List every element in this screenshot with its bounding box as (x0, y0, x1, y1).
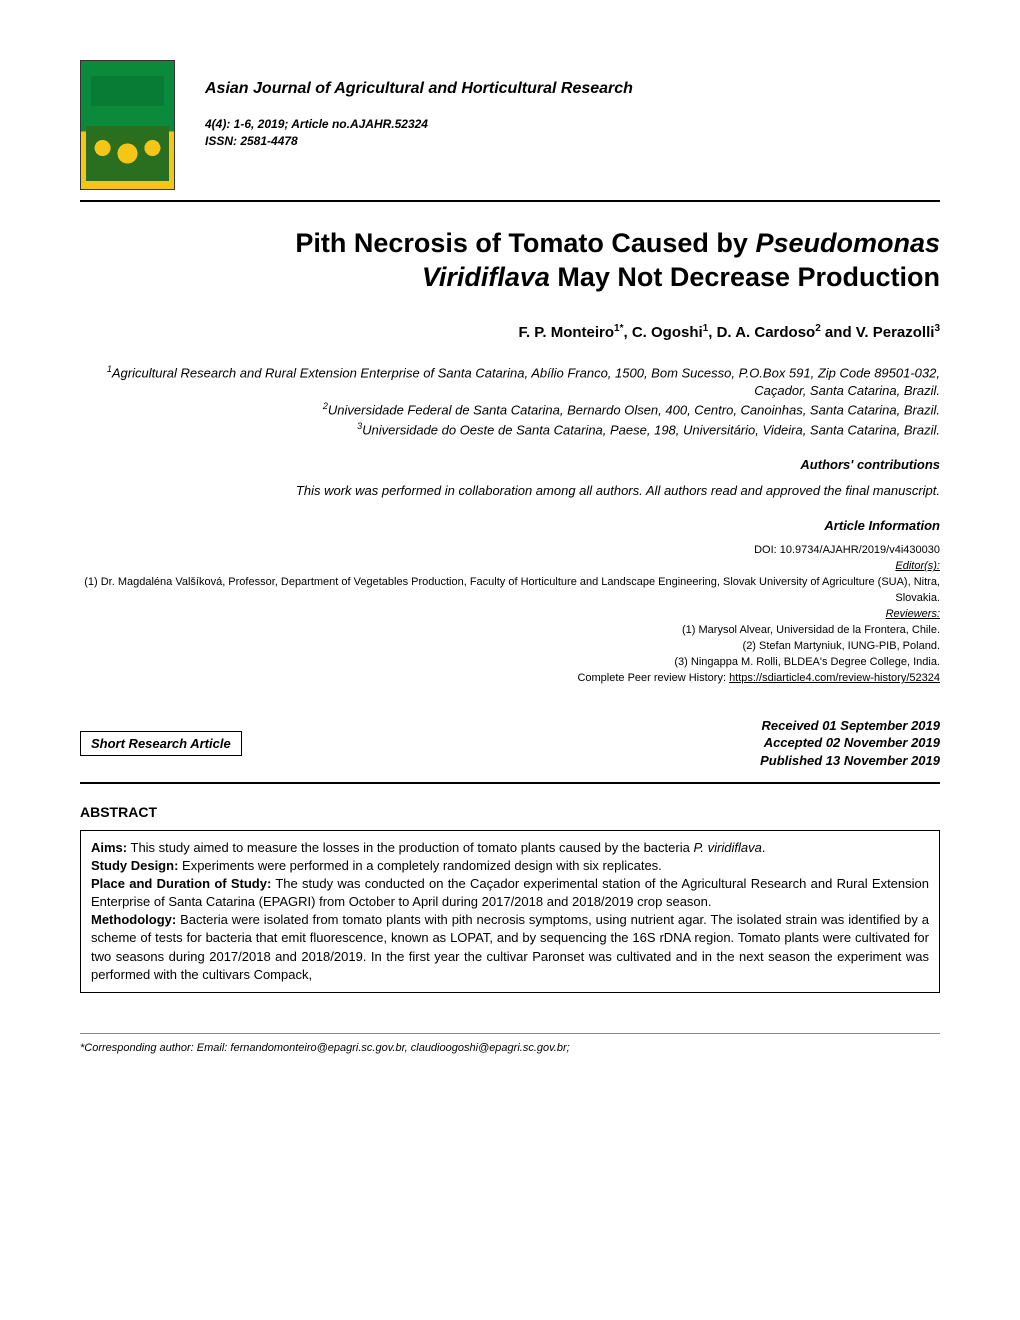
aff1: Agricultural Research and Rural Extensio… (112, 365, 940, 398)
journal-name: Asian Journal of Agricultural and Hortic… (205, 80, 633, 98)
article-title: Pith Necrosis of Tomato Caused by Pseudo… (80, 227, 940, 295)
title-species: Viridiflava (422, 262, 550, 292)
title-genus: Pseudomonas (755, 228, 940, 258)
doi: DOI: 10.9734/AJAHR/2019/v4i430030 (754, 544, 940, 556)
title-part1: Pith Necrosis of Tomato Caused by (295, 228, 755, 258)
aims-after: . (762, 840, 766, 855)
dates-block: Received 01 September 2019 Accepted 02 N… (760, 717, 940, 770)
article-type-box: Short Research Article (80, 731, 242, 756)
aims-species: P. viridiflava (693, 840, 761, 855)
header-block: Asian Journal of Agricultural and Hortic… (80, 60, 940, 190)
journal-issue-line1: 4(4): 1-6, 2019; Article no.AJAHR.52324 (205, 116, 633, 133)
abstract-heading: ABSTRACT (80, 804, 940, 820)
reviewers-label: Reviewers: (886, 608, 940, 620)
date-received: Received 01 September 2019 (760, 717, 940, 735)
aff2: Universidade Federal de Santa Catarina, … (328, 403, 940, 418)
abstract-box: Aims: This study aimed to measure the lo… (80, 830, 940, 994)
journal-issn: ISSN: 2581-4478 (205, 133, 633, 150)
divider-mid (80, 782, 940, 784)
reviewer-2: (2) Stefan Martyniuk, IUNG-PIB, Poland. (743, 640, 940, 652)
author-3: D. A. Cardoso (717, 324, 816, 341)
author-3-sup: 2 (815, 323, 821, 334)
article-info-block: DOI: 10.9734/AJAHR/2019/v4i430030 Editor… (80, 543, 940, 686)
author-2: C. Ogoshi (632, 324, 703, 341)
contributions-label: Authors' contributions (80, 457, 940, 472)
design-text: Experiments were performed in a complete… (178, 858, 661, 873)
corresponding-author-footer: *Corresponding author: Email: fernandomo… (80, 1042, 940, 1054)
title-part2: May Not Decrease Production (550, 262, 940, 292)
author-1: F. P. Monteiro (518, 324, 614, 341)
divider-top (80, 200, 940, 202)
editors-label: Editor(s): (895, 560, 940, 572)
peer-history-link[interactable]: https://sdiarticle4.com/review-history/5… (729, 672, 940, 684)
author-4: V. Perazolli (856, 324, 935, 341)
authors-line: F. P. Monteiro1*, C. Ogoshi1, D. A. Card… (80, 323, 940, 341)
date-published: Published 13 November 2019 (760, 752, 940, 770)
footer-separator (80, 1033, 940, 1034)
journal-cover-image (80, 60, 175, 190)
aims-label: Aims: (91, 840, 127, 855)
affiliations: 1Agricultural Research and Rural Extensi… (80, 363, 940, 440)
method-text: Bacteria were isolated from tomato plant… (91, 912, 929, 982)
reviewer-3: (3) Ningappa M. Rolli, BLDEA's Degree Co… (674, 656, 940, 668)
peer-history-prefix: Complete Peer review History: (577, 672, 729, 684)
contributions-text: This work was performed in collaboration… (80, 482, 940, 500)
date-accepted: Accepted 02 November 2019 (760, 734, 940, 752)
design-label: Study Design: (91, 858, 178, 873)
reviewer-1: (1) Marysol Alvear, Universidad de la Fr… (682, 624, 940, 636)
dates-row: Short Research Article Received 01 Septe… (80, 717, 940, 770)
place-label: Place and Duration of Study: (91, 876, 271, 891)
author-1-sup: 1* (614, 323, 623, 334)
author-2-sup: 1 (703, 323, 709, 334)
editor-1: (1) Dr. Magdaléna Valšíková, Professor, … (84, 576, 940, 604)
journal-meta: Asian Journal of Agricultural and Hortic… (205, 60, 633, 150)
author-4-sup: 3 (934, 323, 940, 334)
aims-text: This study aimed to measure the losses i… (127, 840, 693, 855)
aff3: Universidade do Oeste de Santa Catarina,… (362, 422, 940, 437)
article-info-label: Article Information (80, 518, 940, 533)
method-label: Methodology: (91, 912, 176, 927)
